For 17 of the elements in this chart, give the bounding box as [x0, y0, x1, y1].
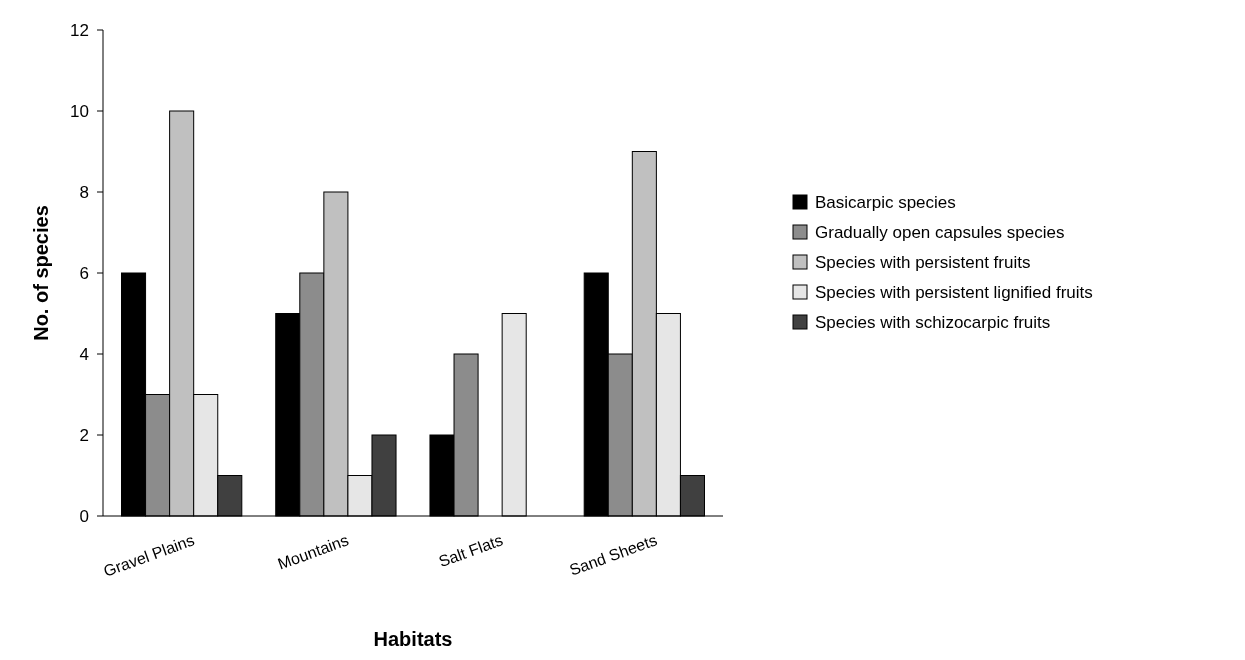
y-axis-title: No. of species	[30, 205, 52, 341]
legend-label: Species with persistent lignified fruits	[815, 282, 1093, 302]
legend-label: Species with persistent fruits	[815, 252, 1031, 272]
legend-label: Basicarpic species	[815, 192, 956, 212]
y-tick-label: 2	[79, 425, 89, 445]
legend-label: Species with schizocarpic fruits	[815, 312, 1051, 332]
y-tick-label: 12	[70, 20, 89, 40]
y-tick-label: 4	[79, 344, 89, 364]
y-tick-label: 10	[70, 101, 89, 121]
legend-label: Gradually open capsules species	[815, 222, 1065, 242]
x-tick-label: Sand Sheets	[567, 531, 660, 579]
x-tick-label: Salt Flats	[436, 531, 505, 571]
x-tick-label: Gravel Plains	[101, 531, 197, 580]
x-axis-title: Habitats	[373, 628, 453, 650]
y-tick-label: 8	[79, 182, 89, 202]
y-tick-label: 0	[79, 506, 89, 526]
y-tick-label: 6	[79, 263, 89, 283]
